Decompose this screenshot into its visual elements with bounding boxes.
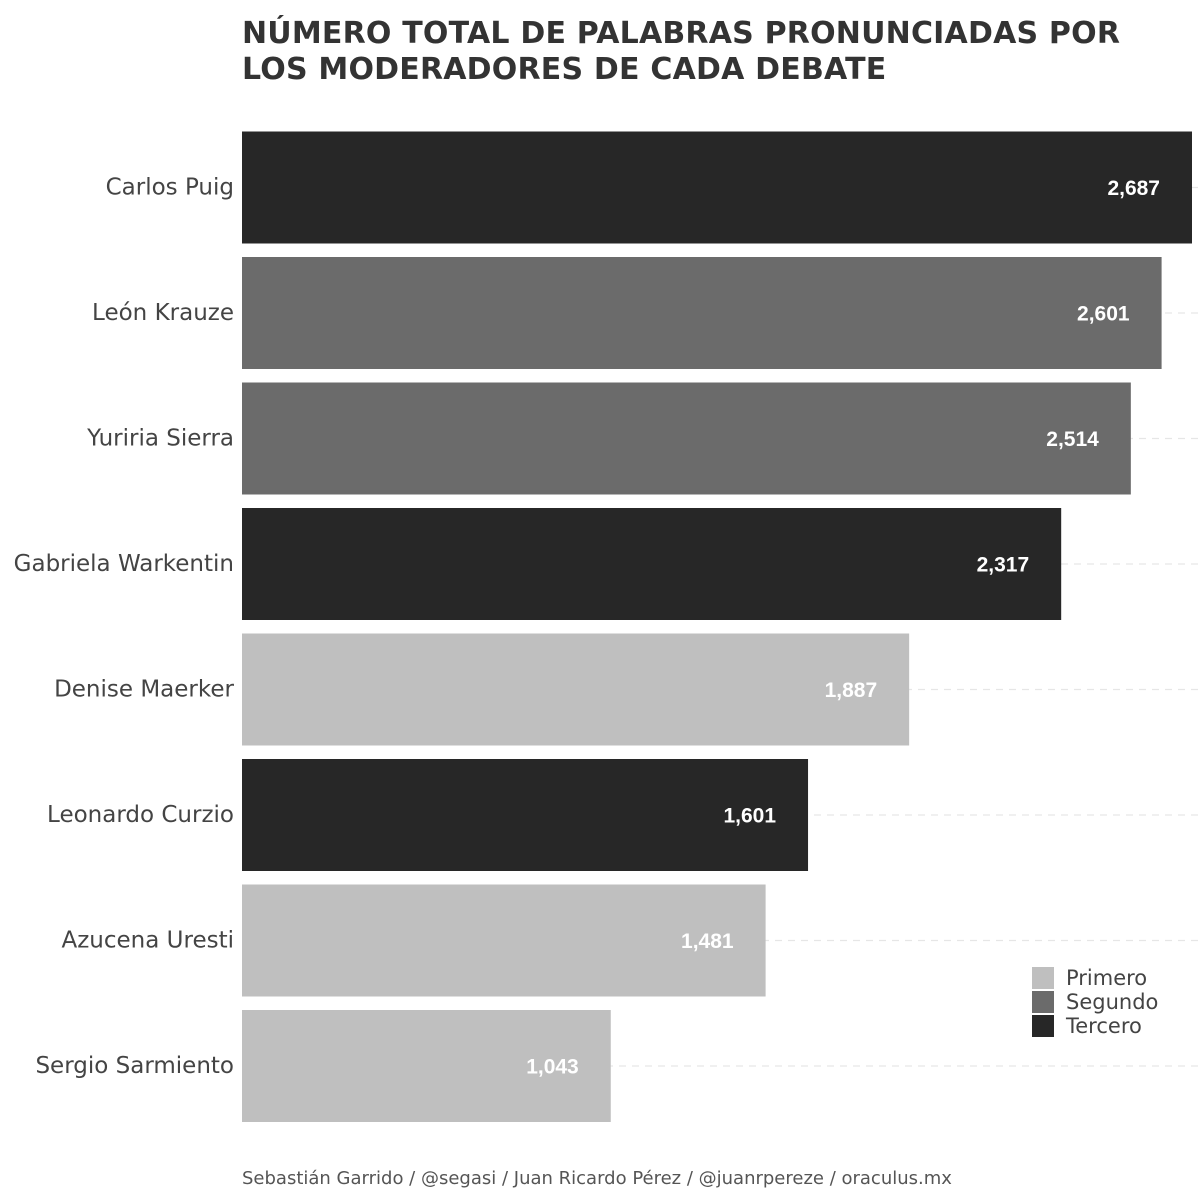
bar — [242, 382, 1131, 495]
legend-swatch — [1032, 1015, 1054, 1037]
chart-caption: Sebastián Garrido / @segasi / Juan Ricar… — [242, 1168, 952, 1189]
category-label: León Krauze — [92, 300, 234, 326]
value-label: 1,481 — [681, 930, 734, 953]
bar — [242, 884, 766, 997]
category-label: Carlos Puig — [106, 175, 234, 201]
chart-title: NÚMERO TOTAL DE PALABRAS PRONUNCIADAS PO… — [242, 16, 1121, 87]
category-label: Yuriria Sierra — [86, 426, 234, 452]
bar — [242, 131, 1192, 244]
legend-item: Primero — [1032, 966, 1158, 990]
bar — [242, 508, 1062, 620]
category-label: Sergio Sarmiento — [35, 1053, 234, 1079]
legend-item: Segundo — [1032, 990, 1158, 1014]
legend-swatch — [1032, 967, 1054, 989]
legend-label: Tercero — [1066, 1014, 1142, 1038]
legend-item: Tercero — [1032, 1014, 1158, 1038]
value-label: 1,887 — [825, 679, 878, 702]
category-label: Gabriela Warkentin — [14, 551, 234, 577]
category-label: Azucena Uresti — [62, 928, 235, 954]
legend-swatch — [1032, 991, 1054, 1013]
legend-label: Segundo — [1066, 990, 1159, 1014]
value-label: 1,043 — [526, 1056, 579, 1079]
category-label: Denise Maerker — [54, 677, 234, 703]
bar — [242, 633, 910, 746]
value-label: 2,514 — [1046, 428, 1099, 451]
bar — [242, 257, 1162, 369]
value-label: 2,601 — [1077, 303, 1130, 326]
legend-label: Primero — [1066, 966, 1148, 990]
bar — [242, 759, 809, 871]
value-label: 1,601 — [723, 805, 776, 828]
value-label: 2,687 — [1107, 177, 1160, 200]
value-label: 2,317 — [977, 554, 1030, 577]
legend: Primero Segundo Tercero — [1032, 966, 1158, 1038]
bar — [242, 1010, 611, 1122]
category-label: Leonardo Curzio — [47, 802, 234, 828]
